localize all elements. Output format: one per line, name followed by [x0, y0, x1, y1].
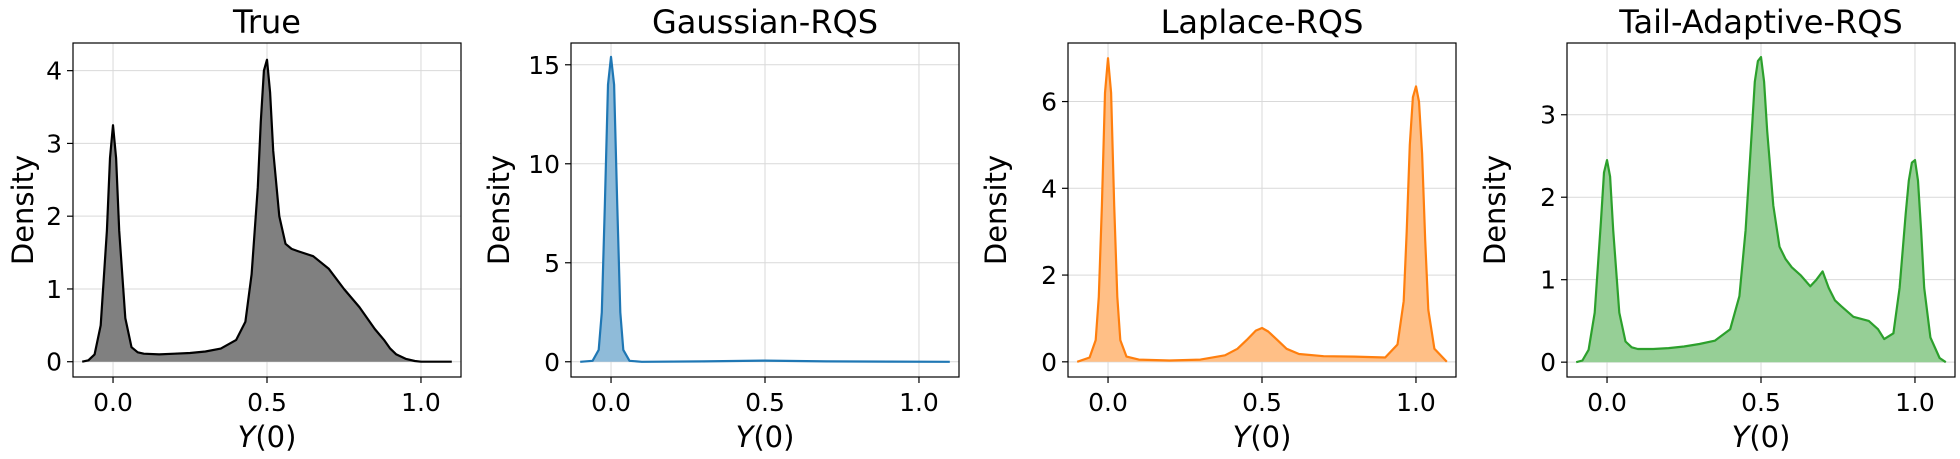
density-line [580, 55, 950, 363]
y-tick-label: 1 [1540, 266, 1556, 295]
y-tick-label: 0 [1041, 348, 1057, 377]
density-line [1575, 55, 1947, 364]
chart-panel-4: 0.0 0.5 1.0 0 1 2 3 Tail-Adaptive-RQS Y(0) Densit… [1478, 3, 1956, 454]
x-tick-label: 0.5 [247, 388, 287, 417]
y-tick-label: 4 [1041, 174, 1057, 203]
y-tick-label: 0 [544, 348, 560, 377]
x-tick-label: 1.0 [1895, 388, 1935, 417]
x-axis-label: Y(0) [1732, 420, 1791, 454]
x-tick-label: 1.0 [401, 388, 441, 417]
y-tick-label: 5 [544, 249, 560, 278]
x-axis-label: Y(0) [736, 420, 795, 454]
x-tick-label: 1.0 [1396, 388, 1436, 417]
density-area [1077, 58, 1447, 362]
x-tick-label: 0.5 [1741, 388, 1781, 417]
plot-frame [1566, 42, 1956, 378]
chart-title: Gaussian-RQS [652, 3, 878, 41]
chart-title: True [232, 3, 301, 41]
chart-panel-2: 0.0 0.5 1.0 0 5 10 15 Gaussian-RQS Y(0) Density [482, 3, 960, 454]
x-tick-label: 1.0 [899, 388, 939, 417]
x-tick-label: 0.0 [1587, 388, 1627, 417]
y-tick-label: 2 [1540, 183, 1556, 212]
plot-frame [72, 42, 462, 378]
x-tick-label: 0.0 [591, 388, 631, 417]
y-tick-label: 2 [1041, 261, 1057, 290]
y-axis-label: Density [979, 155, 1013, 265]
x-tick-label: 0.0 [1088, 388, 1128, 417]
y-tick-label: 0 [1540, 348, 1556, 377]
x-tick-label: 0.0 [93, 388, 133, 417]
plot-frame [570, 42, 960, 378]
y-axis-label: Density [482, 155, 516, 265]
y-tick-label: 1 [46, 275, 62, 304]
density-line [1076, 57, 1448, 363]
density-area [580, 56, 950, 362]
y-tick-label: 3 [1540, 101, 1556, 130]
y-tick-label: 15 [528, 51, 560, 80]
y-axis-label: Density [1478, 155, 1512, 265]
density-area [1576, 57, 1946, 363]
x-tick-label: 0.5 [745, 388, 785, 417]
density-line [81, 58, 452, 363]
chart-title: Laplace-RQS [1161, 3, 1364, 41]
y-tick-label: 4 [46, 57, 62, 86]
chart-title: Tail-Adaptive-RQS [1618, 3, 1902, 41]
y-tick-label: 10 [528, 150, 560, 179]
y-axis-label: Density [6, 155, 40, 265]
y-tick-label: 6 [1041, 88, 1057, 117]
y-tick-label: 2 [46, 202, 62, 231]
chart-panel-3: 0.0 0.5 1.0 0 2 4 6 Laplace-RQS Y(0) Density [979, 3, 1457, 454]
chart-panel-1: 0.0 0.5 1.0 0 1 2 3 4 True Y(0) Density [6, 3, 462, 454]
density-area [82, 59, 452, 362]
x-axis-label: Y(0) [1233, 420, 1292, 454]
x-tick-label: 0.5 [1242, 388, 1282, 417]
plot-frame [1067, 42, 1457, 378]
x-axis-label: Y(0) [238, 420, 297, 454]
y-tick-label: 3 [46, 129, 62, 158]
y-tick-label: 0 [46, 348, 62, 377]
